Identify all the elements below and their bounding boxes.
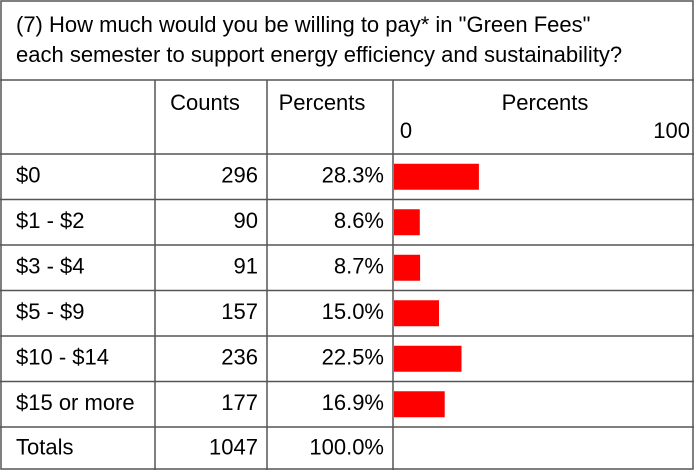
x-tick-label: 100 [653, 118, 690, 143]
bar [394, 300, 439, 327]
bar [394, 391, 445, 418]
row-label: $5 - $9 [16, 299, 85, 324]
count: 91 [234, 254, 258, 279]
column-header: Percents [502, 90, 589, 115]
totals-count: 1047 [209, 434, 258, 459]
row-label: $0 [16, 163, 40, 188]
x-tick-label: 0 [400, 118, 412, 143]
bar [394, 209, 420, 236]
percent: 16.9% [322, 390, 384, 415]
percent: 8.6% [334, 208, 384, 233]
percent: 15.0% [322, 299, 384, 324]
row-label: $3 - $4 [16, 254, 85, 279]
bar [394, 163, 479, 190]
row-label: $15 or more [16, 390, 135, 415]
count: 177 [221, 390, 258, 415]
column-header: Percents [279, 90, 366, 115]
title-line: each semester to support energy efficien… [16, 42, 622, 67]
percent: 22.5% [322, 345, 384, 370]
count: 236 [221, 345, 258, 370]
bar [394, 345, 462, 372]
totals-percent: 100.0% [309, 434, 384, 459]
row-label: $1 - $2 [16, 208, 85, 233]
title-line: (7) How much would you be willing to pay… [16, 12, 590, 37]
totals-label: Totals [16, 434, 73, 459]
count: 296 [221, 163, 258, 188]
row-label: $10 - $14 [16, 345, 109, 370]
percent: 28.3% [322, 163, 384, 188]
bar [394, 254, 421, 281]
column-header: Counts [170, 90, 240, 115]
count: 157 [221, 299, 258, 324]
count: 90 [234, 208, 258, 233]
percent: 8.7% [334, 254, 384, 279]
